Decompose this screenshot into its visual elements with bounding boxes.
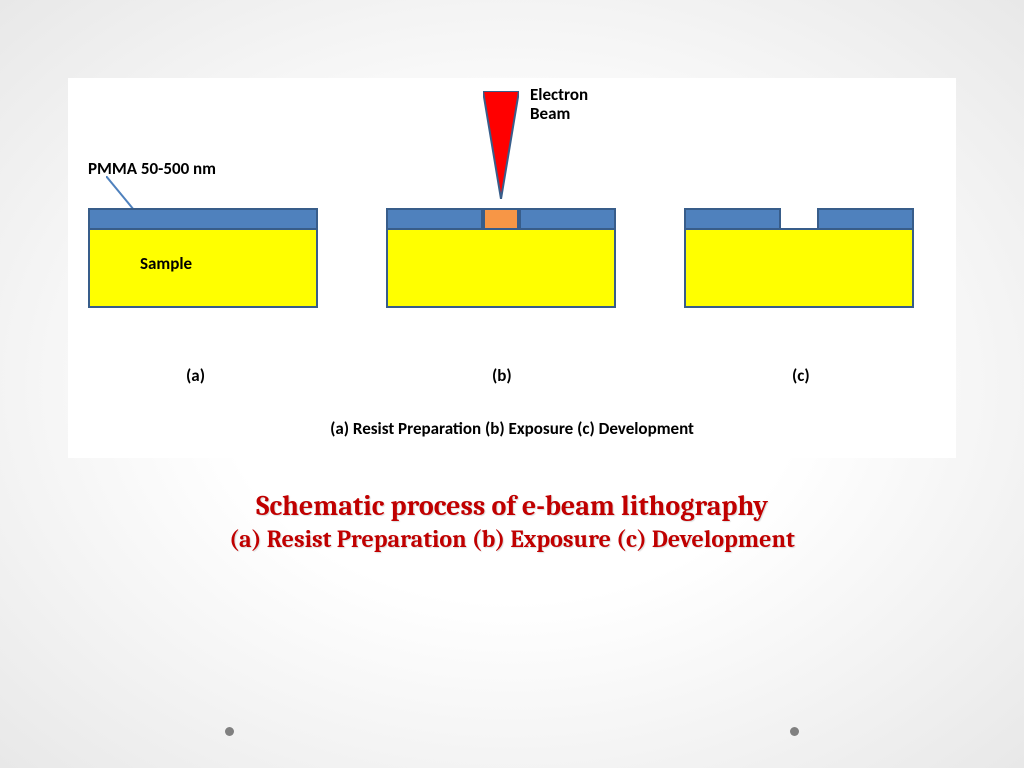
sample-label: Sample xyxy=(140,253,192,274)
stage-b-resist-right xyxy=(519,208,616,230)
electron-beam-label: Electron Beam xyxy=(530,86,630,123)
stage-b-resist-left xyxy=(386,208,483,230)
decorative-dot xyxy=(790,727,799,736)
decorative-dot xyxy=(225,727,234,736)
stage-c-letter: (c) xyxy=(792,365,810,386)
stage-b-sample xyxy=(386,228,616,308)
stage-a-letter: (a) xyxy=(186,365,205,386)
electron-beam-icon xyxy=(483,91,519,199)
stage-c-resist-left xyxy=(684,208,781,230)
stage-c-resist-right xyxy=(817,208,914,230)
title-sub: (a) Resist Preparation (b) Exposure (c) … xyxy=(0,525,1024,553)
stage-b-letter: (b) xyxy=(492,365,512,386)
stage-a-resist xyxy=(88,208,318,230)
legend-text: (a) Resist Preparation (b) Exposure (c) … xyxy=(68,418,956,439)
stage-c-sample xyxy=(684,228,914,308)
stage-a-sample xyxy=(88,228,318,308)
diagram-panel: Electron Beam PMMA 50-500 nm Sample (a) … xyxy=(68,78,956,458)
stage-b-exposed xyxy=(483,208,519,230)
title-main: Schematic process of e-beam lithography xyxy=(0,490,1024,522)
